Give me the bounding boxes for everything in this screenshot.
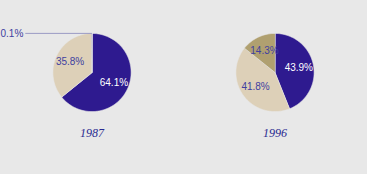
svg-text:64.1%: 64.1%	[100, 77, 128, 88]
svg-text:0.1%: 0.1%	[1, 28, 24, 39]
svg-text:14.3%: 14.3%	[250, 45, 278, 56]
svg-text:1996: 1996	[263, 126, 287, 140]
svg-text:35.8%: 35.8%	[56, 56, 84, 67]
svg-text:43.9%: 43.9%	[285, 62, 313, 73]
svg-text:41.8%: 41.8%	[241, 81, 269, 92]
svg-text:1987: 1987	[80, 126, 105, 140]
